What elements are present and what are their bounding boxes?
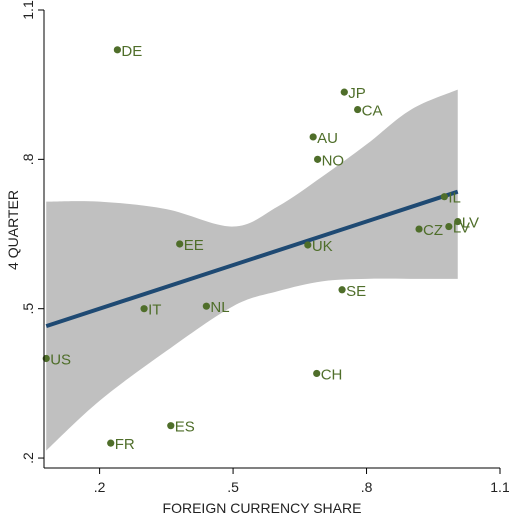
point-label: SE [346,283,366,300]
data-point [313,369,321,378]
data-point [440,193,448,201]
y-tick-label: .8 [20,153,36,165]
point-label: ES [175,419,195,436]
y-tick-label: .2 [20,452,36,464]
point-label: LV [462,215,479,232]
y-tick-label: .5 [20,303,36,315]
point-label: JP [348,85,366,102]
data-point [415,225,423,233]
fit-line-layer [45,189,459,329]
point-label: CA [362,103,383,120]
data-point [140,305,148,313]
point-label: NO [322,152,345,169]
point-label: UK [312,238,333,255]
x-tick-label: 1.1 [490,479,509,495]
data-point [309,133,317,141]
point-label: IT [148,302,161,319]
point-label: DE [121,43,142,60]
x-tick-label: .5 [227,479,239,495]
x-tick-label: .2 [94,479,106,495]
axes: .2 .5 .8 1.1 .2 .5 .8 1.1 [20,0,509,495]
y-axis-label: 4 QUARTER [5,190,21,270]
fit-line [45,189,459,329]
data-point [113,46,122,54]
data-point [354,105,362,114]
data-point [202,302,210,310]
point-label: AU [317,130,338,147]
confidence-band-area [46,89,458,451]
point-label: IL [448,190,461,207]
data-point [454,217,462,226]
data-point [167,422,175,430]
point-label: NL [210,299,229,316]
data-point [314,155,322,163]
data-point [107,439,115,447]
confidence-band [46,89,458,451]
point-label: CH [321,366,343,383]
data-point [176,240,184,248]
y-tick-label: 1.1 [20,0,36,20]
data-point [340,88,348,96]
point-label: EE [184,237,204,254]
data-point [445,222,453,231]
x-axis-label: FOREIGN CURRENCY SHARE [163,500,362,516]
point-label: US [50,351,71,368]
point-label: FR [115,436,135,453]
point-label: CZ [423,222,443,239]
data-point [338,286,346,294]
x-tick-label: .8 [361,479,373,495]
data-point [304,241,312,249]
